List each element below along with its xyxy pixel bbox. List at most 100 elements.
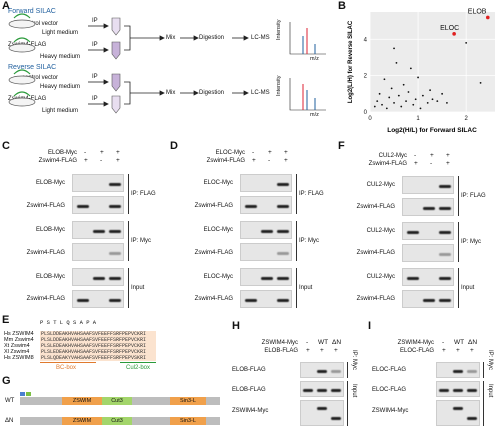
c-blot-label: Zswim4-FLAG <box>26 296 65 302</box>
e-species: Mm Zswim4 <box>4 337 34 343</box>
d-blot <box>240 290 292 308</box>
i-col: ΔN <box>468 339 478 346</box>
f-row-cul2: CUL2-Myc <box>378 153 407 159</box>
f-pm: + <box>446 160 450 167</box>
control-vector-label-1: control vector <box>22 21 59 27</box>
d-blot-label: ELOC-Myc <box>203 180 233 186</box>
scatter-point <box>431 98 434 101</box>
dn-cut3-domain: Cut3 <box>102 417 132 425</box>
f-pm: + <box>430 152 434 159</box>
lcms-label-2: LC-MS <box>251 90 270 96</box>
d-blot-label: Zswim4-FLAG <box>194 250 233 256</box>
d-blot-label: ELOC-Myc <box>203 227 233 233</box>
c-blot-label: ELOB-Myc <box>35 227 65 233</box>
panel-letter-b: B <box>338 0 346 12</box>
wt-zswim-domain: ZSWIM <box>62 397 102 405</box>
highlight-point-eloc <box>452 32 456 36</box>
c-row-zswim: Zswim4-FLAG <box>38 158 77 164</box>
light-medium-label-1: Light medium <box>42 30 79 36</box>
d-bracket <box>296 174 297 214</box>
i-pm: + <box>470 347 474 354</box>
wt-cut3-domain: Cut3 <box>102 397 132 405</box>
d-pm: + <box>252 157 256 164</box>
x-tick-label: 2 <box>464 116 468 122</box>
h-blot <box>300 362 344 378</box>
scatter-point <box>397 94 400 97</box>
intensity-label-1: Intensity <box>276 19 282 40</box>
c-blot <box>72 268 124 286</box>
scatter-point <box>412 103 415 106</box>
mix-label-2: Mix <box>166 90 176 96</box>
d-blot-label: Zswim4-FLAG <box>194 296 233 302</box>
ip-label-1: IP <box>92 18 98 24</box>
f-blot <box>402 198 454 216</box>
f-bracket <box>458 268 459 308</box>
scatter-point <box>393 47 395 50</box>
h-pm: + <box>306 347 310 354</box>
wt-label: WT <box>5 398 15 404</box>
scatter-point <box>409 67 412 70</box>
wt-bc-box <box>20 392 25 396</box>
lcms-label-1: LC-MS <box>251 35 270 41</box>
c-input: Input <box>131 285 145 291</box>
panel-letter-g: G <box>2 375 11 387</box>
d-pm: - <box>268 157 271 164</box>
f-ip-myc: IP: Myc <box>461 239 482 245</box>
scatter-point <box>419 107 422 110</box>
digestion-label-1: Digestion <box>199 35 225 41</box>
f-input: Input <box>461 285 475 291</box>
ip-label-2: IP <box>92 42 98 48</box>
panel-letter-a: A <box>2 0 10 12</box>
scatter-point <box>390 87 393 90</box>
f-blot-label: CUL2-Myc <box>366 182 395 188</box>
e-top-residues: P S T L Q S A P A <box>40 319 97 326</box>
c-pm: + <box>100 149 104 156</box>
forward-silac-label: Forward SILAC <box>8 8 56 15</box>
heavy-medium-label-2: Heavy medium <box>40 84 81 90</box>
wt-cul2-box <box>26 392 31 396</box>
panel-letter-e: E <box>2 314 10 326</box>
f-blot <box>402 268 454 286</box>
h-blot <box>300 400 344 426</box>
y-axis-label: Log2(L/H) for Reverse SILAC <box>348 20 354 103</box>
x-axis-label: Log2(H/L) for Forward SILAC <box>387 127 477 134</box>
d-blot <box>240 221 292 239</box>
scatter-point <box>414 98 417 101</box>
e-alignment-bg <box>40 331 156 361</box>
h-blot-label: ZSWIM4-Myc <box>232 408 269 414</box>
i-blot-label: ZSWIM4-Myc <box>372 408 409 414</box>
scatter-point <box>402 83 405 86</box>
c-blot-label: Zswim4-FLAG <box>26 203 65 209</box>
ip-label-3: IP <box>92 74 98 80</box>
c-blot <box>72 174 124 192</box>
mz-label-2: m/z <box>310 112 319 118</box>
scatter-point <box>421 94 424 97</box>
intensity-label-2: Intensity <box>276 75 282 96</box>
i-row-zswim: ZSWIM4-Myc <box>397 340 434 346</box>
i-blot <box>436 362 480 378</box>
i-bracket <box>483 381 484 426</box>
bc-box-label: BC-box <box>56 365 77 371</box>
e-species: Xl Zswim4 <box>4 349 30 355</box>
scatter-point <box>383 78 386 81</box>
f-blot-label: Zswim4-FLAG <box>356 204 395 210</box>
silac-workflow-diagram <box>8 13 326 114</box>
c-bracket <box>128 174 129 214</box>
d-blot <box>240 243 292 261</box>
i-pm: + <box>456 347 460 354</box>
scatter-point <box>407 91 410 93</box>
f-ip-flag: IP: FLAG <box>461 193 486 199</box>
panel-letter-c: C <box>2 140 10 152</box>
highlight-point-elob <box>485 15 490 20</box>
control-vector-label-2: control vector <box>22 75 59 81</box>
f-row-zswim: Zswim4-FLAG <box>368 161 407 167</box>
h-blot-label: ELOB-FLAG <box>232 367 266 373</box>
e-sequences: PLSLDDEAKHVAHSAAFSVFEEFFSRFPEPVCKRI PLSL… <box>41 331 146 361</box>
d-pm: + <box>284 157 288 164</box>
digestion-label-2: Digestion <box>199 90 225 96</box>
d-bracket <box>296 221 297 261</box>
c-bracket <box>128 221 129 261</box>
h-row-zswim: ZSWIM4-Myc <box>261 340 298 346</box>
panel-letter-f: F <box>338 140 345 152</box>
reverse-silac-label: Reverse SILAC <box>8 64 57 71</box>
